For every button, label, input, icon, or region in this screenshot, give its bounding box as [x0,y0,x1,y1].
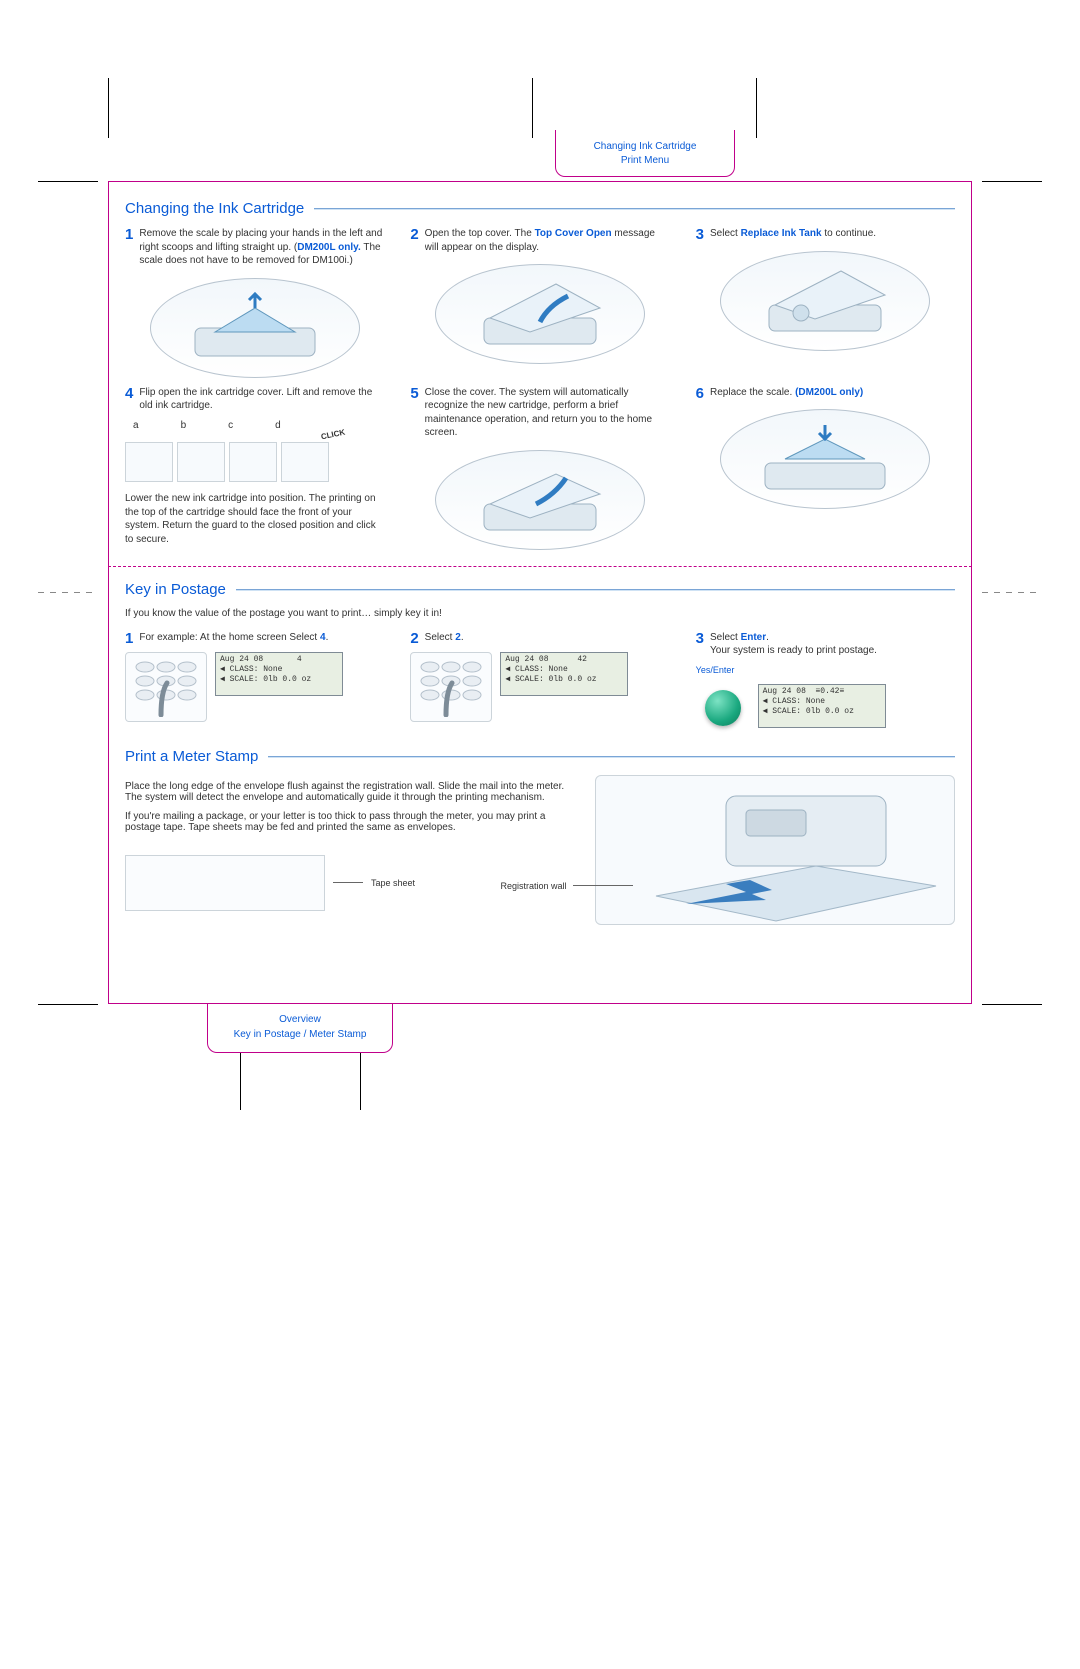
header-tab-line1: Changing Ink Cartridge [564,140,726,154]
label-registration-wall: Registration wall [501,881,567,891]
lcd-screen-3: Aug 24 08 ≡0.42≡ ◀ CLASS: None ◀ SCALE: … [758,684,886,728]
header-tab: Changing Ink Cartridge Print Menu [555,130,735,177]
illus-replace-scale [720,409,930,509]
cartridge-step-4: 4 Flip open the ink cartridge cover. Lif… [125,386,384,550]
illus-step4-a [125,442,173,482]
illus-select-replace [720,251,930,351]
illus-close-cover [435,450,645,550]
section-postage-title: Key in Postage [125,581,226,598]
illus-open-cover [435,264,645,364]
illus-step4-b [177,442,225,482]
postage-step-3: 3 Select Enter.Your system is ready to p… [696,631,955,728]
keypad-illus [125,652,207,722]
postage-step-2: 2 Select 2. Aug 24 08 42 ◀ CLASS: None ◀… [410,631,669,728]
cartridge-step-1: 1 Remove the scale by placing your hands… [125,227,384,378]
enter-label: Yes/Enter [696,664,955,676]
section-rule [236,589,955,590]
footer-tab-line2: Key in Postage / Meter Stamp [214,1027,386,1042]
section-cartridge-title: Changing the Ink Cartridge [125,200,304,217]
meter-p2: If you're mailing a package, or your let… [125,811,571,833]
section-rule [268,756,955,757]
lcd-screen-2: Aug 24 08 42 ◀ CLASS: None ◀ SCALE: 0lb … [500,652,628,696]
header-tab-line2: Print Menu [564,154,726,168]
lcd-screen-1: Aug 24 08 4 ◀ CLASS: None ◀ SCALE: 0lb 0… [215,652,343,696]
enter-button-icon [705,690,741,726]
main-panel: Changing the Ink Cartridge 1 Remove the … [108,181,972,1004]
cartridge-step-4-note: Lower the new ink cartridge into positio… [125,492,384,546]
cartridge-step-5: 5 Close the cover. The system will autom… [410,386,669,550]
illus-tape-sheet [125,855,325,911]
footer-tab-line1: Overview [214,1012,386,1027]
meter-p1: Place the long edge of the envelope flus… [125,781,571,803]
section-meter-title: Print a Meter Stamp [125,748,258,765]
cartridge-step-3: 3 Select Replace Ink Tank to continue. [696,227,955,378]
illus-remove-scale [150,278,360,378]
cartridge-step-6: 6 Replace the scale. (DM200L only) [696,386,955,550]
illus-meter [595,775,955,925]
illus-step4-c [229,442,277,482]
cartridge-step-2: 2 Open the top cover. The Top Cover Open… [410,227,669,378]
section-rule [314,208,955,209]
postage-intro: If you know the value of the postage you… [125,608,955,619]
postage-step-1: 1 For example: At the home screen Select… [125,631,384,728]
illus-step4-d: CLICK [281,434,329,474]
footer-tab: Overview Key in Postage / Meter Stamp [207,1004,393,1053]
keypad-illus [410,652,492,722]
label-tape-sheet: Tape sheet [371,878,415,888]
